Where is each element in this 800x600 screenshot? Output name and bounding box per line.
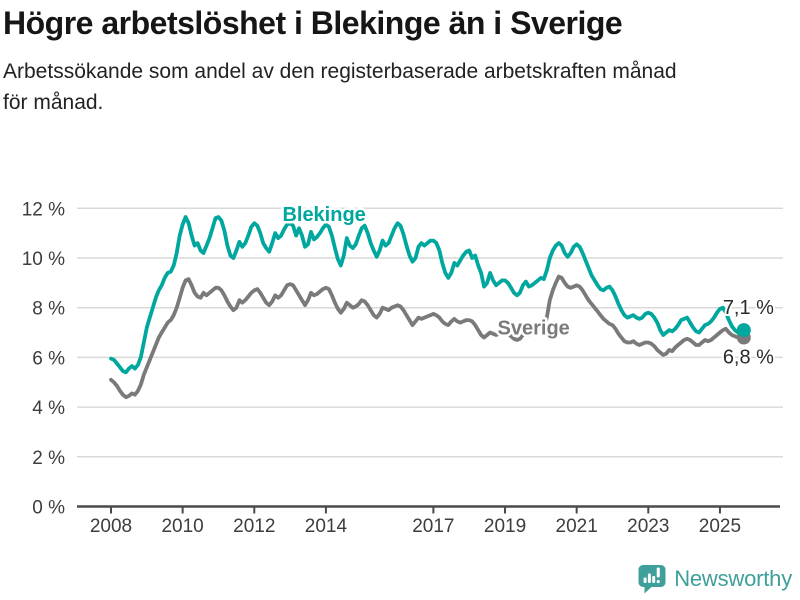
x-tick-label: 2010 xyxy=(161,516,203,537)
newsworthy-logo-icon xyxy=(637,563,667,595)
y-tick-label: 10 % xyxy=(22,249,65,270)
x-tick-label: 2025 xyxy=(699,516,741,537)
x-tick-label: 2014 xyxy=(305,516,348,537)
chart-subtitle: Arbetssökande som andel av den registerb… xyxy=(3,56,797,118)
y-tick-label: 8 % xyxy=(32,299,65,320)
y-tick-label: 0 % xyxy=(32,498,65,519)
x-tick-label: 2019 xyxy=(484,516,526,537)
y-tick-label: 4 % xyxy=(32,398,65,419)
x-tick-label: 2017 xyxy=(412,516,454,537)
end-value-label-blekinge: 7,1 % xyxy=(723,297,774,319)
end-dot-blekinge xyxy=(736,323,751,338)
page-title: Högre arbetslöshet i Blekinge än i Sveri… xyxy=(3,5,623,41)
series-line-sverige xyxy=(109,274,746,400)
y-tick-label: 6 % xyxy=(32,348,65,369)
subtitle-line-2: för månad. xyxy=(3,91,104,114)
end-value-label-sverige: 6,8 % xyxy=(723,347,774,369)
series-label-blekinge: Blekinge xyxy=(282,204,365,226)
y-tick-label: 2 % xyxy=(32,448,65,469)
subtitle-line-1: Arbetssökande som andel av den registerb… xyxy=(3,60,677,83)
x-tick-label: 2008 xyxy=(90,516,132,537)
series-line-blekinge xyxy=(109,215,746,375)
newsworthy-logo[interactable]: Newsworthy xyxy=(637,563,792,595)
x-tick-label: 2012 xyxy=(233,516,275,537)
x-tick-label: 2023 xyxy=(627,516,669,537)
newsworthy-logo-text: Newsworthy xyxy=(674,566,792,591)
x-tick-label: 2021 xyxy=(556,516,598,537)
series-label-sverige: Sverige xyxy=(498,318,570,340)
chart-header: Högre arbetslöshet i Blekinge än i Sveri… xyxy=(3,2,797,118)
y-tick-label: 12 % xyxy=(22,199,65,220)
